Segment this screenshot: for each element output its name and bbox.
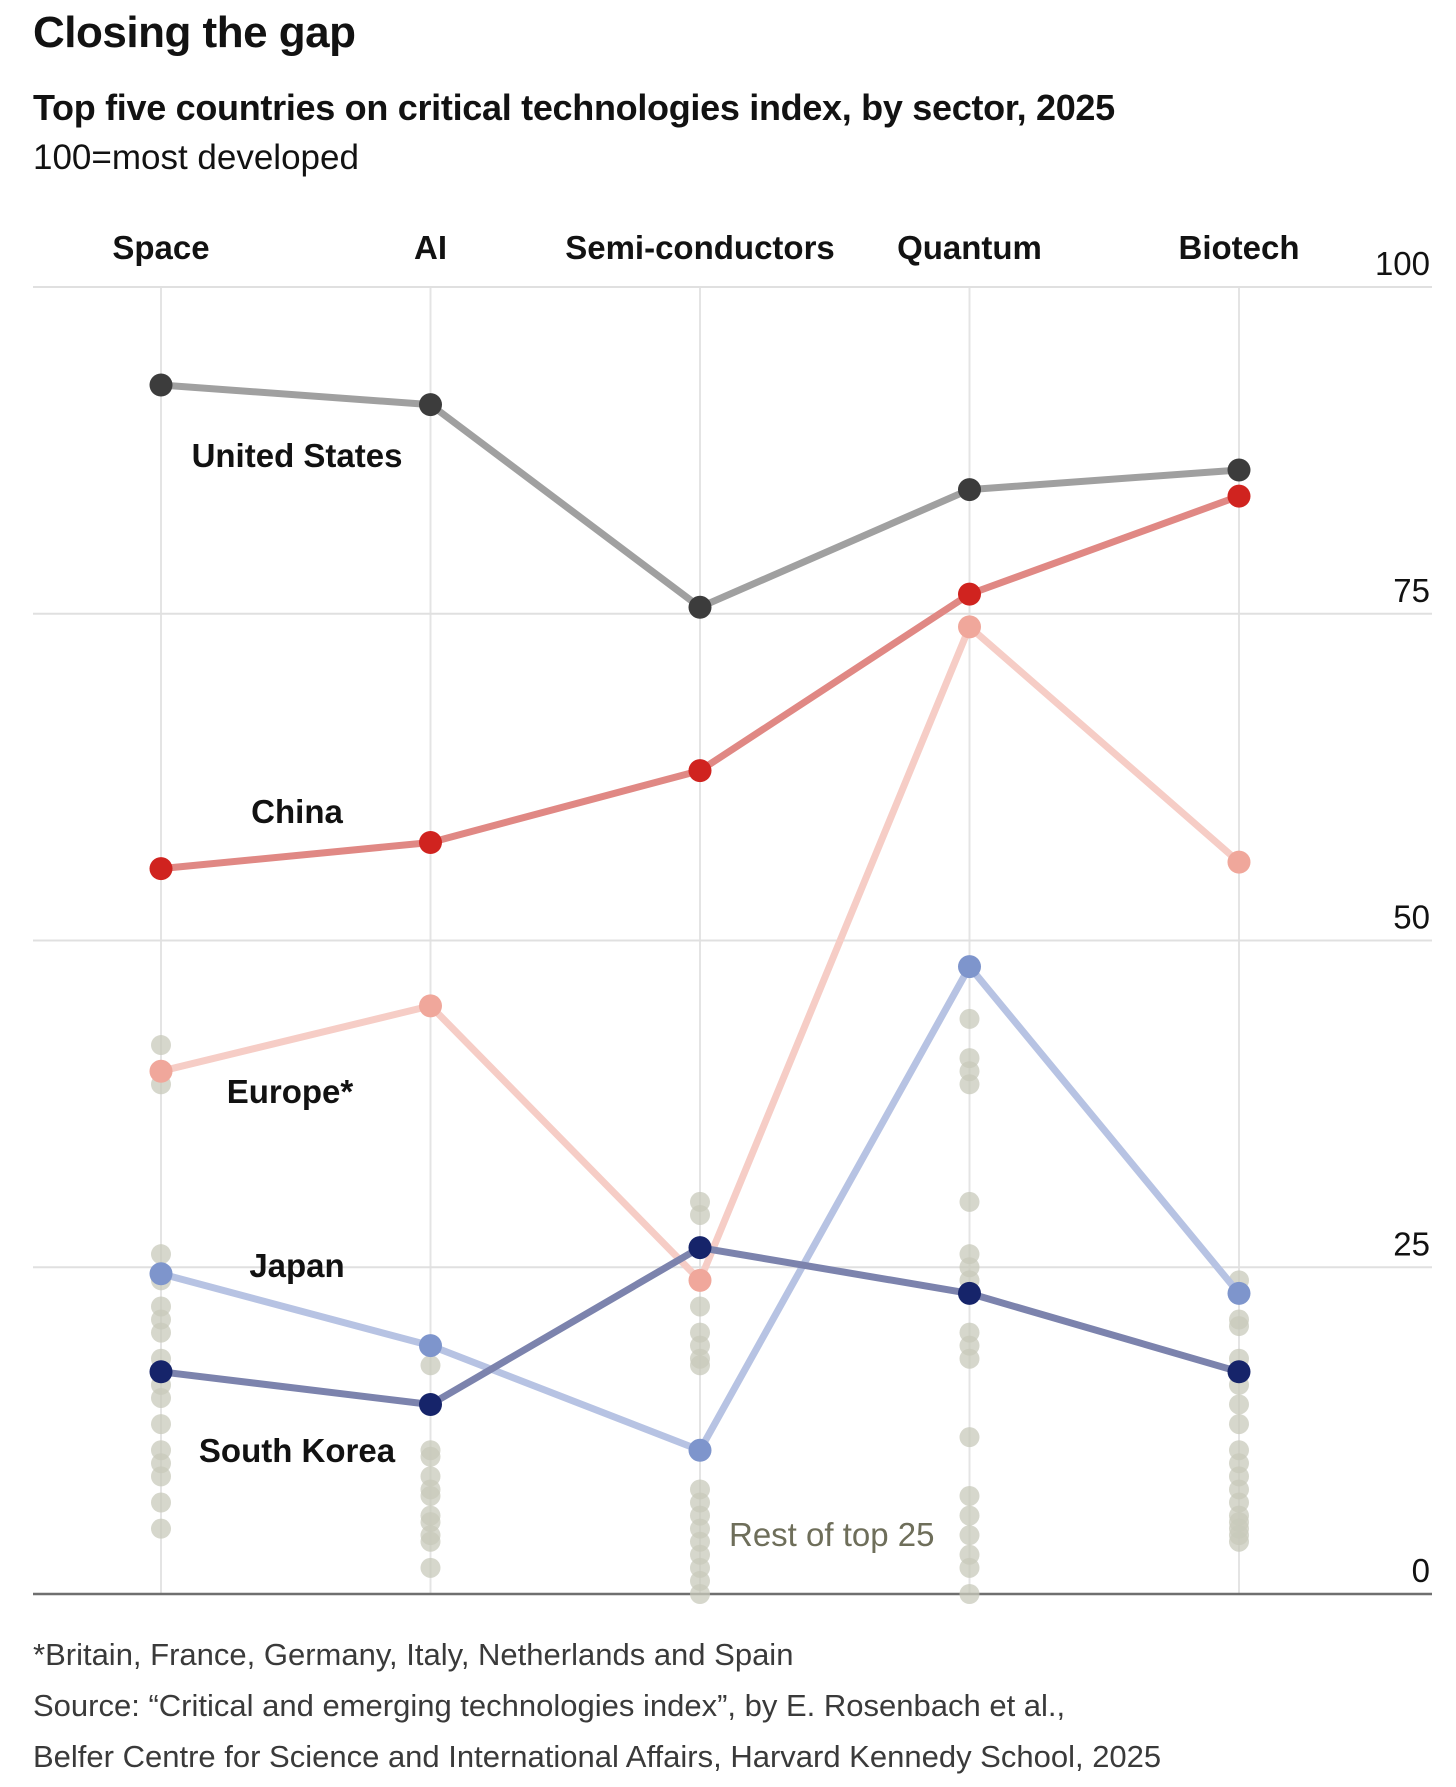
rest-point <box>420 1557 441 1578</box>
rest-point <box>151 1035 171 1056</box>
rest-point <box>959 1008 980 1029</box>
rest-point <box>690 1204 710 1225</box>
data-point <box>149 373 173 397</box>
data-point <box>1227 1360 1251 1384</box>
chart-labels: 0 25 50 75 100 Space AI Semi-conductors Quantum B… <box>112 229 1430 1589</box>
data-point <box>149 1360 173 1384</box>
data-point <box>419 1334 442 1358</box>
data-point <box>1227 484 1251 508</box>
chart-title: Closing the gap <box>33 8 356 57</box>
rest-point <box>690 1296 710 1317</box>
line-chart: 0 25 50 75 100 Space AI Semi-conductors Quantum B… <box>33 229 1432 1604</box>
sector-label-3: Quantum <box>897 229 1042 266</box>
rest-point <box>420 1485 441 1506</box>
rest-point <box>1229 1531 1249 1552</box>
series-label: China <box>251 793 343 830</box>
data-point <box>149 1262 173 1286</box>
rest-of-top-25-label: Rest of top 25 <box>729 1516 934 1553</box>
data-point <box>149 857 173 881</box>
data-point <box>419 994 442 1018</box>
rest-point <box>1229 1414 1249 1435</box>
y-tick-label-0: 0 <box>1412 1552 1430 1589</box>
data-point <box>958 478 981 502</box>
data-point <box>1227 850 1251 874</box>
data-point <box>688 1268 712 1292</box>
data-point <box>419 1392 442 1416</box>
rest-point <box>151 1466 171 1487</box>
rest-point <box>151 1322 171 1343</box>
y-tick-label-50: 50 <box>1393 899 1430 936</box>
data-point <box>958 582 981 606</box>
data-point <box>958 955 981 979</box>
rest-point <box>420 1531 441 1552</box>
chart-subtitle: Top five countries on critical technolog… <box>33 87 1115 128</box>
data-point <box>958 615 981 639</box>
rest-point <box>151 1518 171 1539</box>
rest-point <box>959 1348 980 1369</box>
data-point <box>688 1236 712 1260</box>
rest-point <box>151 1492 171 1513</box>
sector-label-2: Semi-conductors <box>565 229 835 266</box>
series-lines <box>149 373 1251 1462</box>
rest-point <box>690 1584 710 1604</box>
series-label: Europe* <box>227 1073 354 1110</box>
series-label: South Korea <box>199 1432 396 1469</box>
data-point <box>958 1281 981 1305</box>
rest-point <box>959 1074 980 1095</box>
y-tick-label-25: 25 <box>1393 1225 1430 1262</box>
sector-label-4: Biotech <box>1178 229 1299 266</box>
source-line-2: Belfer Centre for Science and Internatio… <box>33 1739 1162 1774</box>
sector-label-1: AI <box>414 229 447 266</box>
rest-point <box>959 1485 980 1506</box>
rest-point <box>420 1446 441 1467</box>
rest-of-top-25-dots <box>151 1008 1249 1604</box>
footnote: *Britain, France, Germany, Italy, Nether… <box>33 1637 794 1672</box>
rest-point <box>959 1584 980 1604</box>
rest-point <box>959 1505 980 1526</box>
rest-point <box>959 1557 980 1578</box>
series-label: United States <box>192 437 403 474</box>
y-tick-label-100: 100 <box>1375 245 1430 282</box>
sector-label-0: Space <box>112 229 209 266</box>
y-tick-label-75: 75 <box>1393 572 1430 609</box>
rest-point <box>959 1525 980 1546</box>
rest-point <box>151 1244 171 1265</box>
series-label: Japan <box>249 1247 344 1284</box>
rest-point <box>959 1191 980 1212</box>
rest-point <box>151 1387 171 1408</box>
data-point <box>688 1438 712 1462</box>
data-point <box>688 759 712 783</box>
rest-point <box>690 1355 710 1376</box>
source-line-1: Source: “Critical and emerging technolog… <box>33 1688 1066 1723</box>
rest-point <box>151 1414 171 1435</box>
rest-point <box>690 1557 710 1578</box>
data-point <box>419 393 442 417</box>
data-point <box>1227 458 1251 482</box>
unit-note: 100=most developed <box>33 138 359 177</box>
data-point <box>1227 1281 1251 1305</box>
rest-point <box>1229 1316 1249 1337</box>
data-point <box>419 830 442 854</box>
rest-point <box>959 1427 980 1448</box>
data-point <box>149 1059 173 1083</box>
rest-point <box>1229 1394 1249 1415</box>
rest-point <box>420 1355 441 1376</box>
data-point <box>688 595 712 619</box>
